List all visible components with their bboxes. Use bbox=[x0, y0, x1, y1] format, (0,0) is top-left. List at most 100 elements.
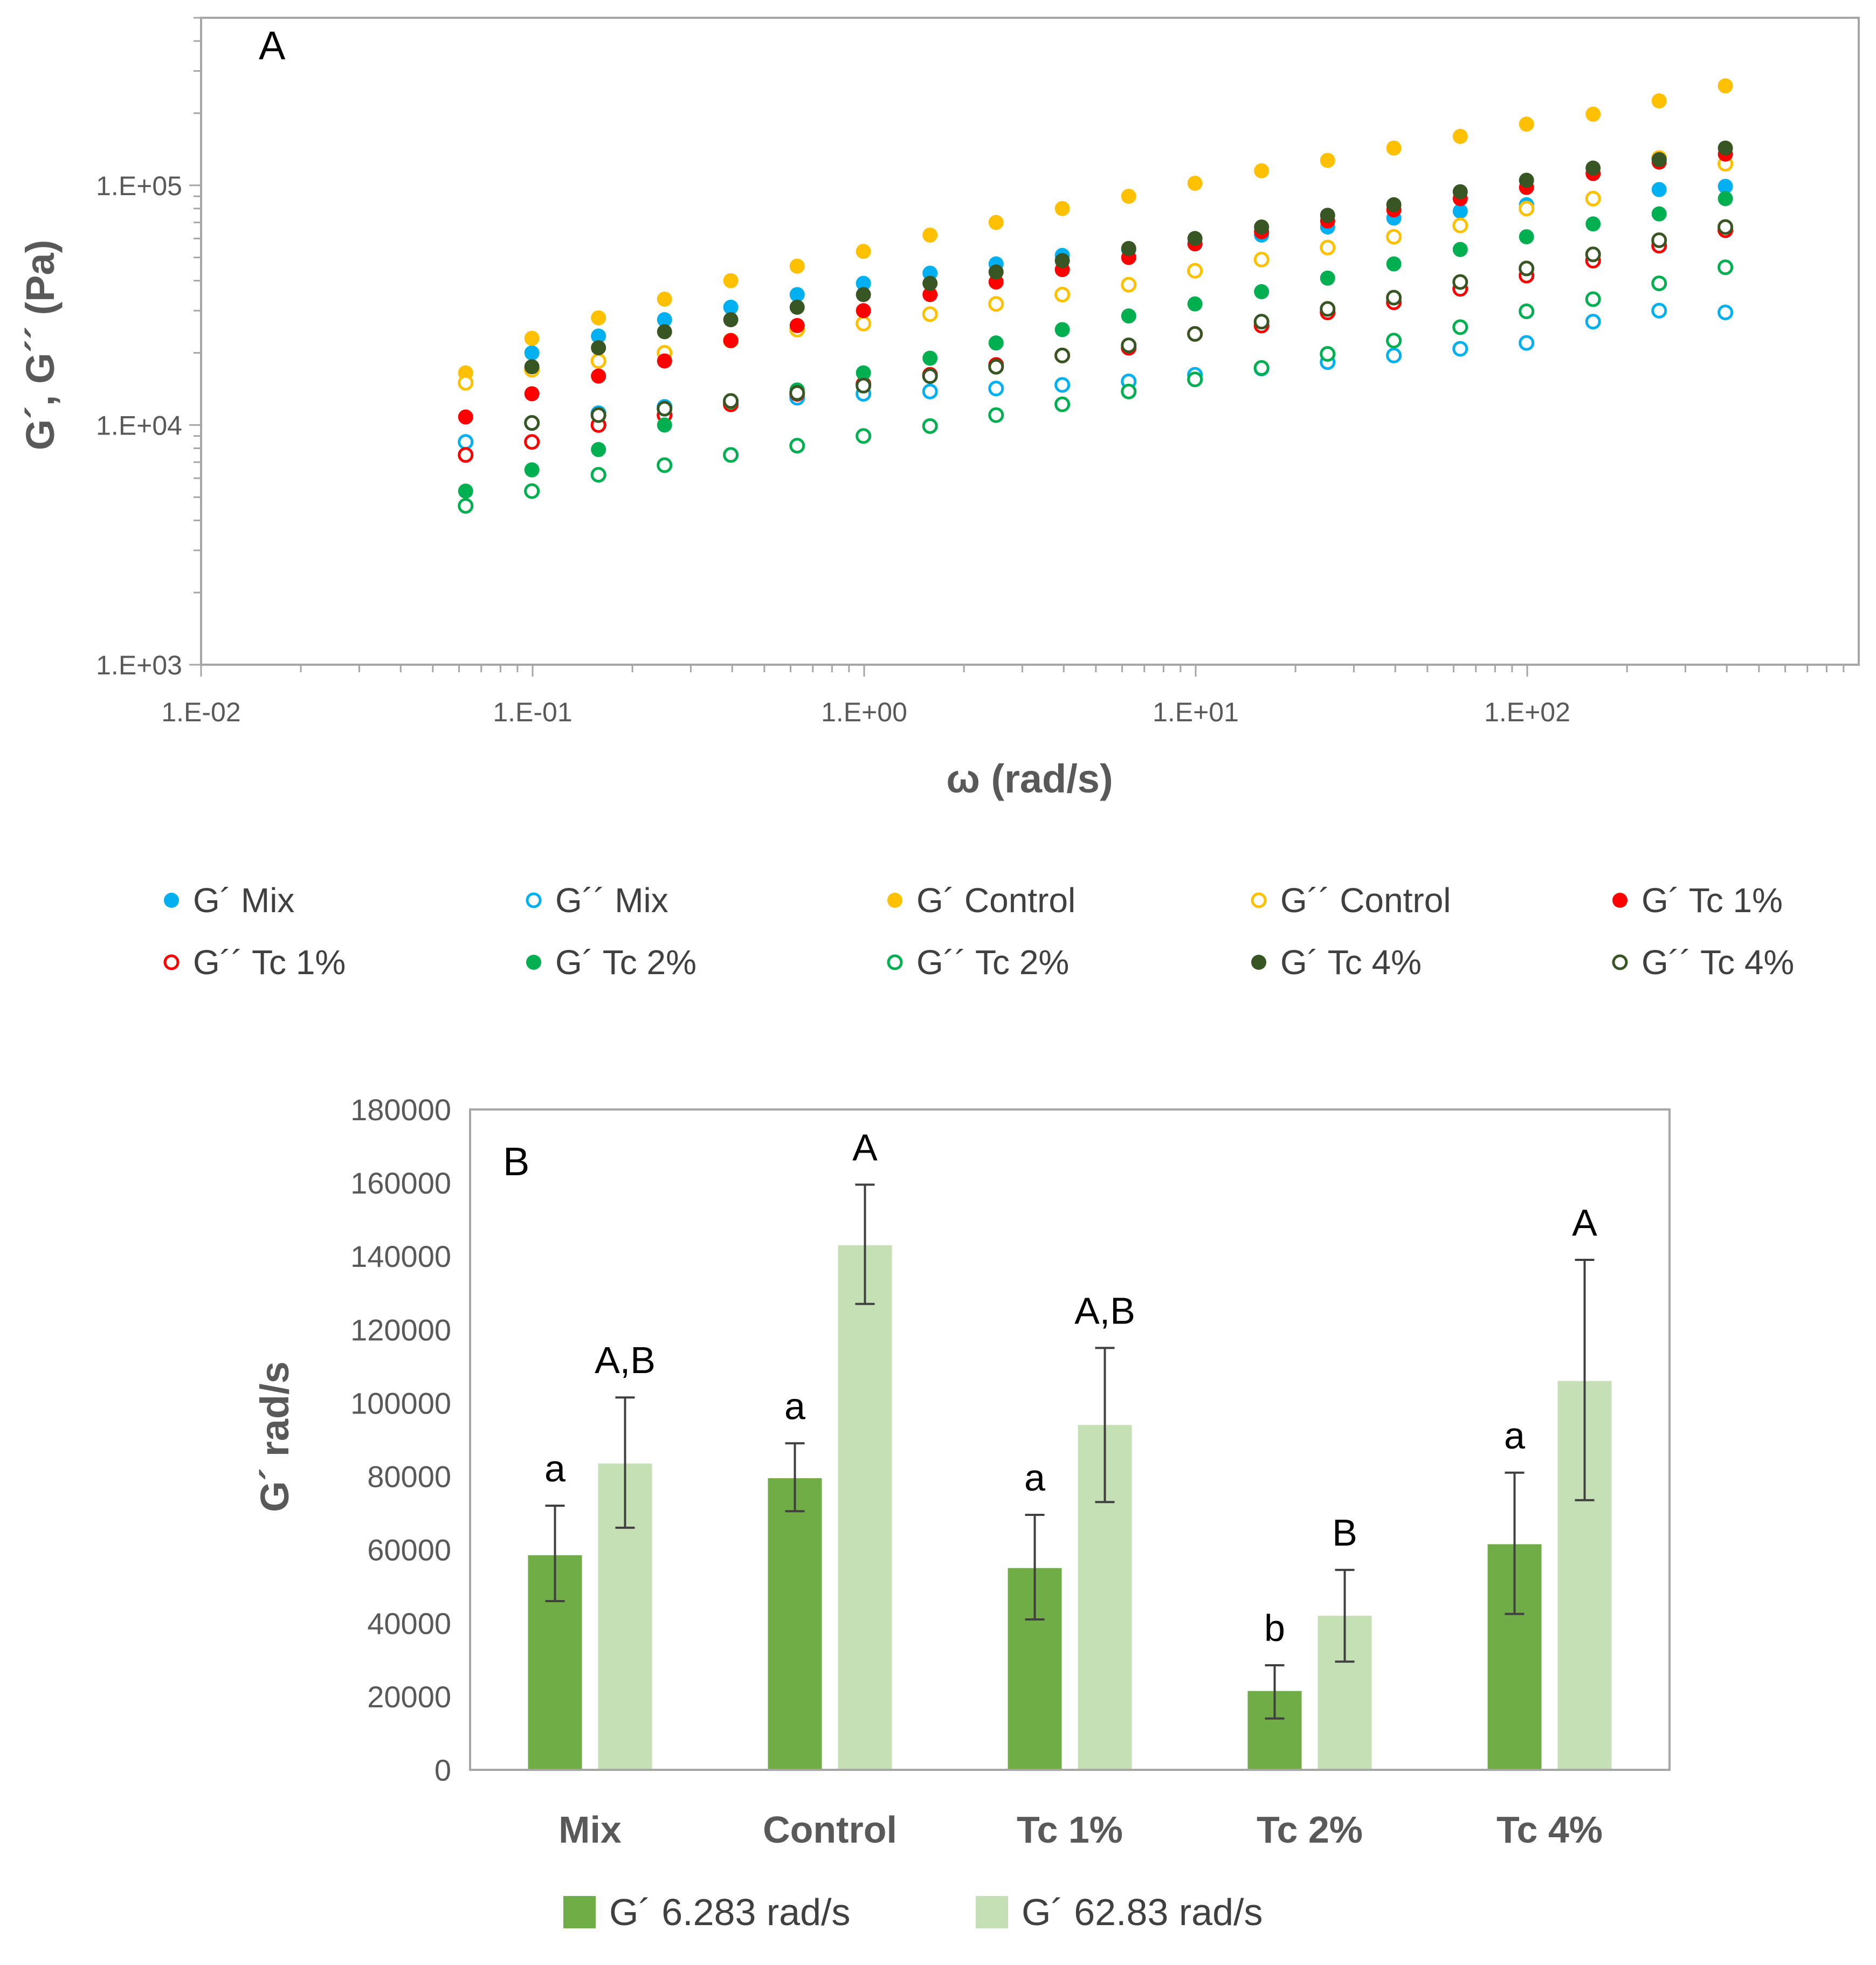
panel-a-chart: 1.E-02 1.E-01 1.E+00 1.E+01 1.E+02 1.E+031.E… bbox=[18, 17, 1860, 982]
data-point bbox=[789, 287, 805, 302]
data-point bbox=[922, 350, 938, 366]
data-point bbox=[1054, 322, 1070, 337]
data-point bbox=[856, 365, 871, 381]
y-tick-label: 180000 bbox=[350, 1093, 451, 1127]
data-point bbox=[1386, 333, 1402, 349]
data-point bbox=[1320, 239, 1336, 256]
data-point bbox=[1718, 78, 1733, 94]
legend-item: G´ 62.83 rad/s bbox=[976, 1891, 1263, 1933]
panel-a-y-tick-labels: 1.E+03 1.E+04 1.E+05 bbox=[96, 171, 182, 680]
legend-marker bbox=[163, 954, 180, 970]
legend-item: G´´ Control bbox=[1251, 881, 1451, 920]
legend-label: G´ Control bbox=[916, 881, 1075, 920]
data-point bbox=[1254, 219, 1270, 235]
data-point bbox=[1718, 178, 1733, 194]
data-point bbox=[590, 407, 606, 423]
data-point bbox=[988, 335, 1004, 351]
x-tick-label: 1.E+01 bbox=[1153, 697, 1239, 727]
panel-b-legend: G´ 6.283 rad/s G´ 62.83 rad/s bbox=[563, 1891, 1263, 1933]
significance-letter: a bbox=[1504, 1415, 1525, 1457]
series-g-tc-4% bbox=[524, 140, 1733, 375]
data-point bbox=[1187, 296, 1203, 312]
data-point bbox=[1121, 337, 1137, 354]
data-point bbox=[789, 258, 805, 274]
significance-letter: a bbox=[1024, 1457, 1045, 1499]
significance-letter: a bbox=[544, 1447, 565, 1490]
category-label: Tc 4% bbox=[1496, 1809, 1603, 1851]
data-point bbox=[1651, 232, 1667, 249]
data-point bbox=[1121, 189, 1136, 204]
data-point bbox=[657, 353, 672, 369]
panel-b-significance-letters: a A,B a Aa A,B b Ba A bbox=[544, 1127, 1597, 1650]
data-point bbox=[1386, 229, 1402, 245]
data-point bbox=[458, 434, 474, 450]
data-point bbox=[723, 273, 739, 288]
panel-a-plot-area bbox=[200, 17, 1860, 666]
data-point bbox=[1651, 275, 1667, 292]
data-point bbox=[1585, 160, 1601, 176]
data-point bbox=[1585, 190, 1601, 206]
data-point bbox=[1452, 319, 1468, 335]
significance-letter: A bbox=[852, 1127, 878, 1169]
data-point bbox=[1054, 396, 1071, 412]
panel-b-y-axis-title: G´ rad/s bbox=[252, 1361, 297, 1512]
data-point bbox=[1519, 116, 1534, 132]
data-point bbox=[723, 393, 739, 409]
significance-letter: A,B bbox=[595, 1339, 656, 1381]
category-label: Mix bbox=[558, 1809, 622, 1851]
legend-item: G´ Control bbox=[887, 881, 1075, 920]
data-point bbox=[1187, 231, 1203, 246]
data-point bbox=[657, 401, 673, 417]
data-point bbox=[1585, 291, 1601, 307]
data-point bbox=[1585, 314, 1601, 330]
data-point bbox=[1320, 208, 1335, 223]
legend-item: G´´ Tc 1% bbox=[163, 943, 346, 982]
data-point bbox=[1054, 347, 1071, 363]
data-point bbox=[1253, 252, 1270, 268]
data-point bbox=[458, 375, 474, 391]
panel-b-chart: 0 20000 40000 60000 80000 100000 120000 140000 1… bbox=[252, 1093, 1671, 1933]
data-point bbox=[1452, 341, 1468, 357]
data-point bbox=[1718, 304, 1734, 320]
category-label: Tc 2% bbox=[1257, 1809, 1363, 1851]
data-point bbox=[922, 383, 938, 399]
legend-label: G´ 6.283 rad/s bbox=[609, 1891, 850, 1933]
data-point bbox=[1121, 240, 1136, 256]
category-label: Control bbox=[763, 1809, 897, 1851]
panel-a-legend: G´ Mix G´´ Mix G´ Control G´´ Control G´ Tc … bbox=[163, 881, 1794, 982]
data-point bbox=[1121, 308, 1136, 324]
data-point bbox=[1519, 304, 1535, 320]
data-point bbox=[922, 275, 938, 291]
data-point bbox=[856, 428, 872, 444]
data-point bbox=[1386, 140, 1402, 156]
data-point bbox=[1452, 274, 1468, 290]
data-point bbox=[723, 333, 739, 348]
data-point bbox=[1254, 163, 1270, 178]
data-point bbox=[789, 318, 805, 333]
data-point bbox=[1585, 106, 1601, 122]
data-point bbox=[591, 310, 606, 326]
data-point bbox=[1386, 347, 1402, 363]
data-point bbox=[524, 415, 540, 431]
legend-marker bbox=[887, 954, 903, 970]
data-point bbox=[1054, 253, 1070, 268]
data-point bbox=[922, 306, 938, 322]
data-point bbox=[988, 407, 1004, 423]
data-point bbox=[1386, 256, 1402, 272]
data-point bbox=[988, 296, 1004, 312]
data-point bbox=[1718, 140, 1733, 156]
legend-marker bbox=[526, 892, 542, 908]
data-point bbox=[789, 438, 805, 454]
legend-item: G´´ Mix bbox=[526, 881, 668, 920]
legend-marker bbox=[1251, 892, 1267, 908]
panel-b-bars bbox=[528, 1245, 1612, 1770]
y-tick-label: 40000 bbox=[367, 1607, 451, 1640]
data-point bbox=[458, 483, 473, 499]
panel-a-x-tick-labels: 1.E-02 1.E-01 1.E+00 1.E+01 1.E+02 bbox=[161, 697, 1570, 727]
data-point bbox=[657, 312, 672, 328]
data-point bbox=[1718, 219, 1734, 235]
legend-label: G´ Tc 2% bbox=[555, 943, 696, 982]
y-tick-label: 20000 bbox=[367, 1680, 451, 1714]
data-point bbox=[1585, 246, 1601, 263]
data-point bbox=[789, 299, 805, 315]
